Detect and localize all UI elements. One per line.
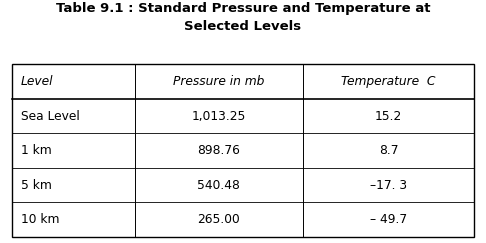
Text: 265.00: 265.00 xyxy=(197,213,240,226)
Text: 540.48: 540.48 xyxy=(197,179,240,192)
Text: Sea Level: Sea Level xyxy=(21,110,80,123)
Text: –17. 3: –17. 3 xyxy=(370,179,407,192)
Text: 5 km: 5 km xyxy=(21,179,52,192)
Text: 1 km: 1 km xyxy=(21,144,52,157)
Text: 15.2: 15.2 xyxy=(375,110,402,123)
Text: 898.76: 898.76 xyxy=(197,144,240,157)
Text: Pressure in mb: Pressure in mb xyxy=(173,75,264,88)
Text: – 49.7: – 49.7 xyxy=(370,213,407,226)
Text: 8.7: 8.7 xyxy=(379,144,398,157)
Text: Level: Level xyxy=(21,75,53,88)
Bar xyxy=(12,64,474,237)
Text: 10 km: 10 km xyxy=(21,213,59,226)
Text: Table 9.1 : Standard Pressure and Temperature at
Selected Levels: Table 9.1 : Standard Pressure and Temper… xyxy=(56,2,430,33)
Text: 1,013.25: 1,013.25 xyxy=(191,110,246,123)
Text: Temperature  C: Temperature C xyxy=(341,75,435,88)
